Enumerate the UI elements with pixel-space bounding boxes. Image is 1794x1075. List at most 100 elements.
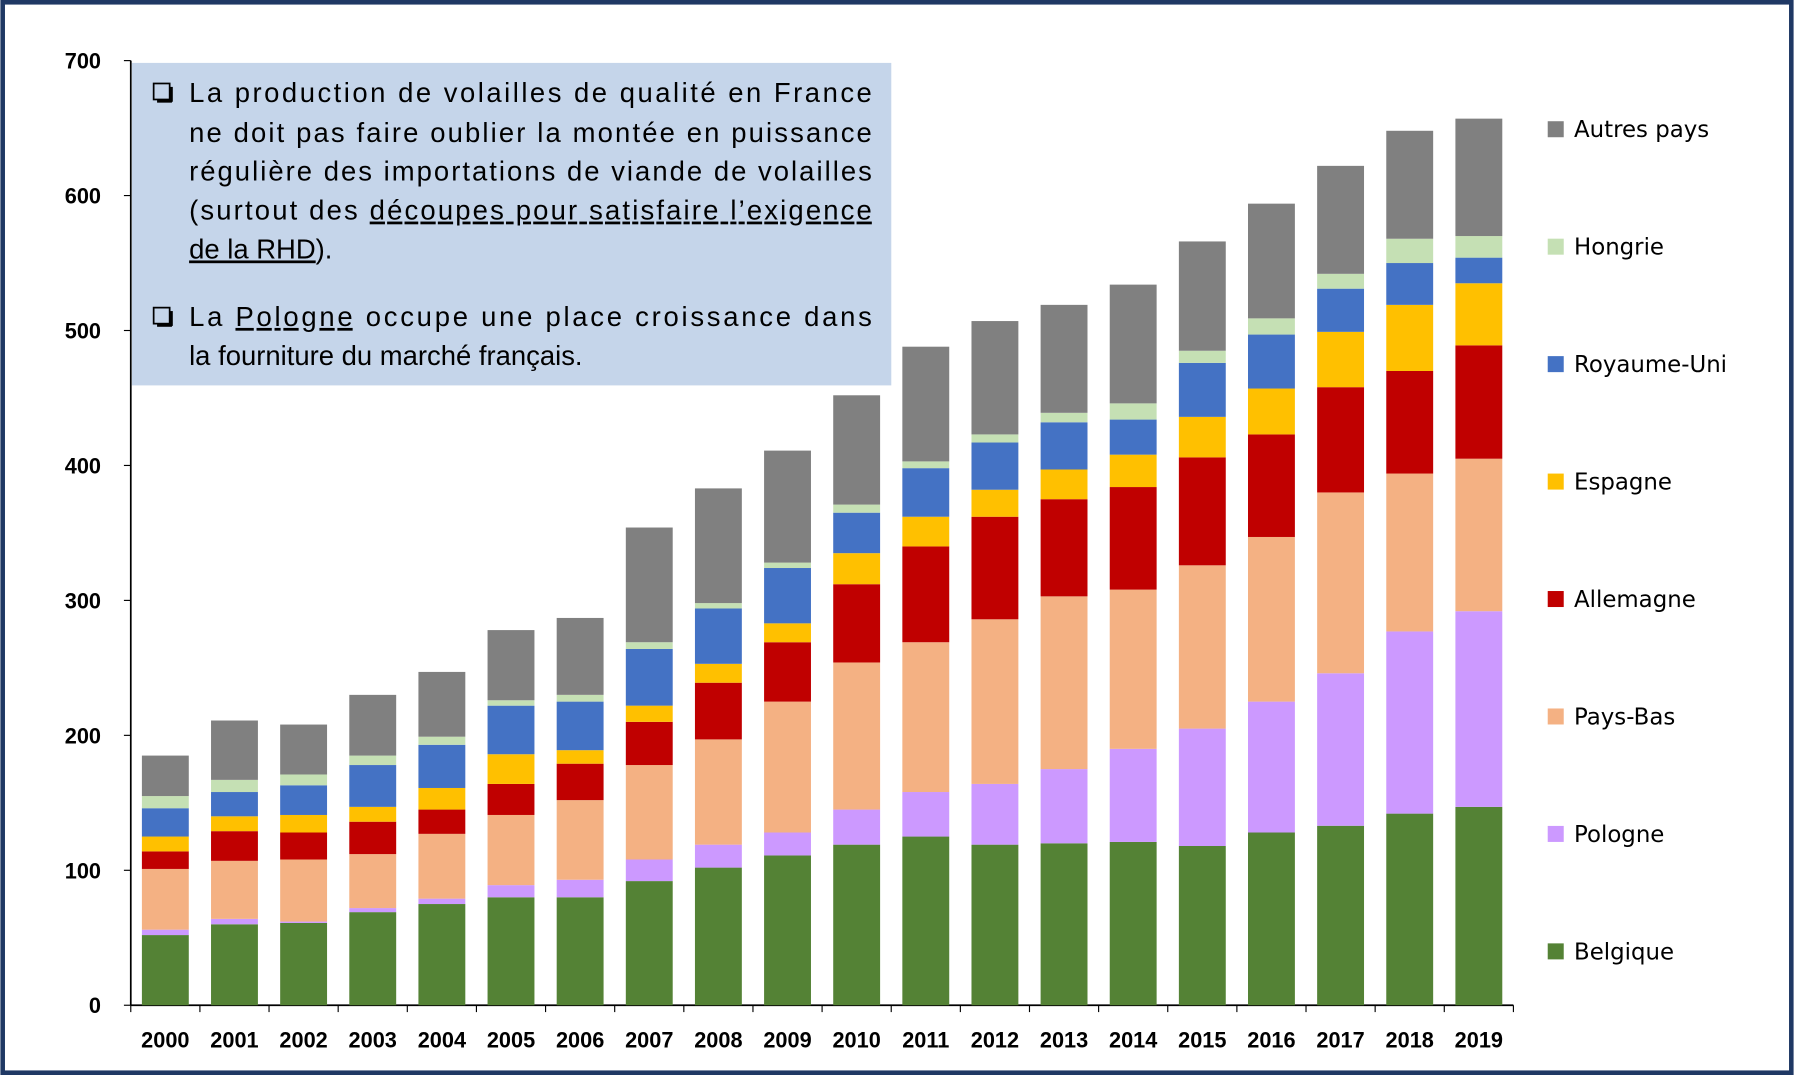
bar-segment	[418, 744, 466, 788]
bar-segment	[971, 434, 1019, 443]
bar-segment	[1455, 611, 1503, 807]
bar-segment	[764, 562, 811, 569]
bar-segment	[1386, 130, 1434, 239]
legend-label: Pologne	[1574, 822, 1664, 848]
bar-segment	[833, 844, 881, 1006]
x-tick-label: 2015	[1178, 1028, 1226, 1053]
bar-segment	[1040, 304, 1088, 413]
annotation-text: (surtout des	[189, 195, 367, 226]
bar-segment	[1455, 345, 1503, 459]
bar-segment	[1248, 203, 1295, 319]
bar-segment	[1455, 806, 1503, 1006]
bar-segment	[280, 724, 328, 775]
bar-segment	[902, 546, 950, 643]
legend-swatch	[1547, 121, 1564, 138]
annotation-text: régulière des importations de viande de …	[189, 156, 872, 187]
bar-segment	[1386, 304, 1434, 371]
bar-segment	[971, 783, 1019, 845]
x-tick-label: 2007	[625, 1028, 673, 1053]
bar-segment	[833, 809, 881, 845]
bar-segment	[1386, 631, 1434, 814]
bar-segment	[349, 806, 397, 822]
bar-segment	[764, 855, 811, 1006]
bar-segment	[487, 705, 535, 755]
bar-segment	[1317, 273, 1365, 289]
bar-segment	[1248, 388, 1295, 435]
bar-segment	[764, 642, 811, 702]
bar-segment	[141, 929, 189, 936]
bar-segment	[902, 516, 950, 547]
bar-segment	[1317, 165, 1365, 274]
bar-segment	[349, 765, 397, 807]
bar-segment	[556, 897, 604, 1006]
x-tick-label: 2019	[1455, 1028, 1503, 1053]
bar-segment	[902, 468, 950, 517]
y-tick-label: 300	[65, 588, 101, 613]
x-tick-label: 2005	[487, 1028, 535, 1053]
bar-segment	[625, 642, 673, 649]
bar-segment	[487, 700, 535, 706]
bar-segment	[1109, 589, 1157, 749]
x-tick-label: 2011	[902, 1028, 949, 1053]
bar-segment	[625, 648, 673, 706]
bar-segment	[1040, 843, 1088, 1006]
y-tick-label: 200	[65, 723, 101, 748]
bar-segment	[1455, 236, 1503, 258]
bar-segment	[418, 809, 466, 834]
bar-segment	[764, 568, 811, 624]
bar-segment	[694, 682, 742, 740]
bar-segment	[902, 642, 950, 793]
bar-segment	[211, 918, 258, 925]
bar-segment	[556, 694, 604, 702]
bar-segment	[556, 879, 604, 898]
checkbox-bullet	[152, 82, 171, 101]
bar-segment	[1317, 331, 1365, 388]
bar-segment	[1386, 813, 1434, 1006]
bar-segment	[280, 859, 328, 922]
bar-segment	[1178, 846, 1226, 1006]
bar-segment	[1248, 536, 1295, 702]
bar-segment	[1317, 288, 1365, 332]
bar-segment	[418, 736, 466, 745]
bar-segment	[141, 796, 189, 809]
bar-segment	[1248, 318, 1295, 335]
bar-segment	[280, 922, 328, 1006]
bar-segment	[833, 395, 881, 505]
bar-segment	[625, 765, 673, 860]
annotation-text: de la RHD	[189, 233, 316, 264]
bar-segment	[833, 504, 881, 513]
bar-segment	[833, 553, 881, 585]
x-tick-label: 2012	[971, 1028, 1019, 1053]
bar-segment	[280, 832, 328, 860]
bar-segment	[1248, 334, 1295, 389]
annotation-text: ).	[316, 233, 333, 264]
bar-segment	[280, 921, 328, 923]
bar-segment	[1248, 701, 1295, 833]
bar-segment	[418, 787, 466, 810]
bar-segment	[280, 774, 328, 786]
bar-segment	[418, 833, 466, 899]
legend-swatch	[1547, 825, 1564, 842]
bar-segment	[211, 779, 258, 793]
bar-segment	[833, 662, 881, 810]
bar-segment	[1040, 596, 1088, 770]
annotation-line: de la RHD).	[189, 233, 332, 264]
bar-segment	[971, 489, 1019, 517]
bar-segment	[902, 836, 950, 1006]
x-tick-label: 2013	[1040, 1028, 1088, 1053]
x-tick-label: 2010	[832, 1028, 880, 1053]
annotation-text: La	[189, 301, 233, 332]
bar-segment	[1455, 283, 1503, 346]
bar-segment	[1178, 362, 1226, 417]
bar-segment	[349, 908, 397, 913]
bar-segment	[349, 854, 397, 909]
bar-segment	[1386, 370, 1434, 474]
bar-segment	[833, 584, 881, 663]
bar-segment	[1248, 832, 1295, 1006]
bar-segment	[141, 755, 189, 797]
bar-segment	[694, 663, 742, 683]
annotation-line: ne doit pas faire oublier la montée en p…	[189, 117, 872, 148]
bar-segment	[418, 671, 466, 737]
legend-swatch	[1547, 238, 1564, 255]
bar-segment	[141, 935, 189, 1006]
